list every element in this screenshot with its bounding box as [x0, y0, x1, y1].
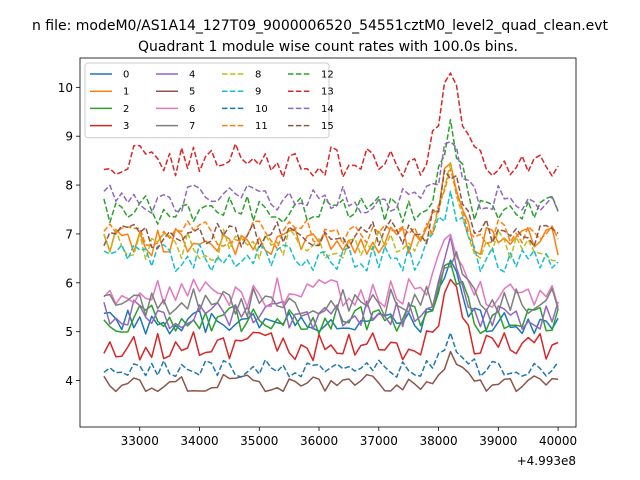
y-tick-label: 6	[65, 276, 73, 290]
legend-label-13: 13	[321, 87, 334, 98]
legend-label-5: 5	[189, 87, 195, 98]
legend-label-14: 14	[321, 104, 334, 115]
x-tick-label: 34000	[180, 434, 218, 448]
series-line-12	[103, 119, 559, 225]
series-line-15	[103, 169, 559, 250]
legend-label-15: 15	[321, 121, 334, 132]
legend-label-10: 10	[255, 104, 268, 115]
x-tick-label: 37000	[360, 434, 398, 448]
x-tick-label: 35000	[240, 434, 278, 448]
legend-label-4: 4	[189, 70, 195, 81]
series-line-1	[103, 162, 559, 257]
x-tick-label: 39000	[479, 434, 517, 448]
legend-label-9: 9	[255, 87, 261, 98]
series-line-14	[103, 140, 559, 214]
figure-suptitle: n file: modeM0/AS1A14_127T09_9000006520_…	[32, 18, 609, 34]
series-line-3	[103, 278, 559, 362]
y-tick-label: 9	[65, 130, 73, 144]
legend-label-2: 2	[123, 104, 129, 115]
x-tick-label: 40000	[539, 434, 577, 448]
series-line-13	[103, 72, 559, 178]
series-line-4	[103, 235, 559, 330]
legend-label-8: 8	[255, 70, 261, 81]
y-tick-label: 7	[65, 227, 73, 241]
y-tick-label: 4	[65, 374, 73, 388]
series-line-11	[103, 167, 559, 250]
legend-label-0: 0	[123, 70, 129, 81]
series-line-8	[103, 161, 559, 262]
plot-lines	[103, 72, 559, 393]
legend-label-1: 1	[123, 87, 129, 98]
legend-label-12: 12	[321, 70, 334, 81]
chart-title: Quadrant 1 module wise count rates with …	[138, 39, 518, 55]
y-tick-label: 5	[65, 325, 73, 339]
legend-box	[84, 62, 330, 139]
legend-label-11: 11	[255, 121, 268, 132]
series-line-5	[103, 350, 559, 393]
series-line-9	[103, 190, 559, 273]
series-line-6	[103, 233, 559, 308]
series-line-10	[103, 332, 559, 378]
x-tick-label: 33000	[121, 434, 159, 448]
series-line-2	[103, 261, 559, 335]
series-line-0	[103, 259, 559, 335]
axes-frame	[79, 57, 577, 428]
x-tick-label: 38000	[419, 434, 457, 448]
y-tick-label: 10	[58, 81, 73, 95]
legend-label-7: 7	[189, 121, 195, 132]
y-tick-label: 8	[65, 179, 73, 193]
series-line-7	[103, 250, 559, 318]
legend-label-6: 6	[189, 104, 195, 115]
legend-label-3: 3	[123, 121, 129, 132]
x-offset-label: +4.993e8	[517, 454, 576, 468]
x-tick-label: 36000	[300, 434, 338, 448]
axis-ticks: 33000 34000 35000 36000 37000 38000 39000 40000…	[58, 81, 577, 448]
